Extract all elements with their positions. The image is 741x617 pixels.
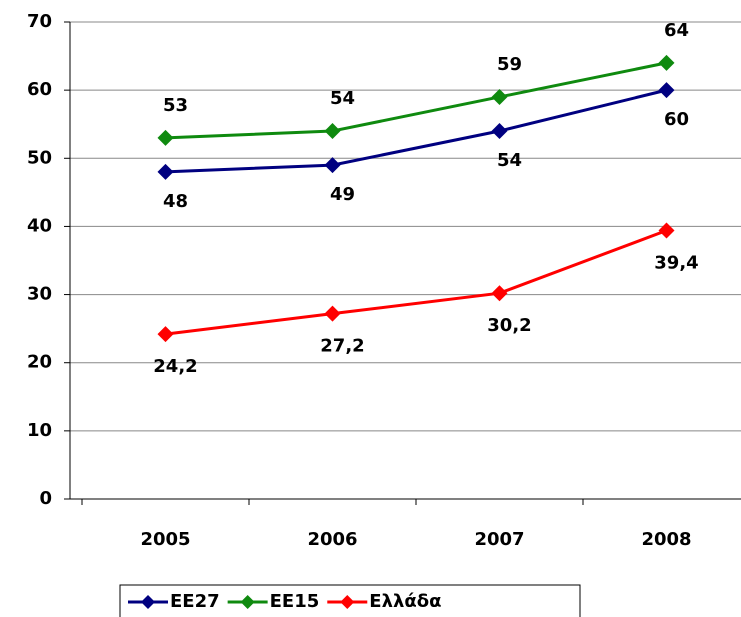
legend-label: Ελλάδα	[369, 591, 441, 612]
legend-label: ΕΕ15	[270, 591, 320, 612]
legend-marker	[340, 595, 355, 609]
data-label: 30,2	[487, 315, 531, 336]
point	[157, 326, 174, 343]
y-tick-label: 0	[39, 488, 52, 509]
point	[658, 222, 675, 239]
legend: ΕΕ27 ΕΕ15 Ελλάδα	[119, 584, 581, 617]
x-tick-label: 2006	[307, 529, 357, 550]
y-tick-label: 30	[27, 284, 52, 305]
y-tick-label: 50	[27, 147, 52, 168]
data-label: 49	[330, 184, 355, 205]
legend-box	[119, 584, 581, 617]
x-tick-label: 2005	[140, 529, 190, 550]
y-tick-label: 10	[27, 420, 52, 441]
point	[491, 123, 508, 140]
data-label: 60	[664, 109, 689, 130]
data-label: 27,2	[320, 336, 364, 357]
y-tick-label: 40	[27, 215, 52, 236]
data-label: 24,2	[153, 356, 197, 377]
data-label: 59	[497, 54, 522, 75]
series-line	[165, 88, 667, 174]
point	[491, 285, 508, 302]
data-label: 39,4	[654, 253, 698, 274]
series-line	[165, 229, 668, 336]
point	[491, 88, 508, 105]
legend-marker	[141, 595, 155, 609]
data-label: 54	[330, 88, 355, 109]
point	[658, 82, 675, 99]
data-label: 53	[163, 95, 188, 116]
y-tick-label: 20	[27, 352, 52, 373]
x-tick-label: 2008	[641, 529, 691, 550]
legend-marker	[240, 595, 255, 609]
point	[157, 163, 174, 180]
point	[324, 157, 341, 174]
y-tick-label: 70	[27, 11, 52, 32]
point	[324, 123, 341, 140]
data-label: 54	[497, 150, 522, 171]
data-label: 64	[664, 20, 689, 41]
point	[157, 129, 174, 146]
x-tick-label: 2007	[474, 529, 524, 550]
point	[658, 54, 675, 71]
data-label: 48	[163, 191, 188, 212]
point	[324, 305, 341, 322]
y-tick-label: 60	[27, 79, 52, 100]
legend-label: ΕΕ27	[170, 591, 220, 612]
series-line	[165, 61, 667, 140]
